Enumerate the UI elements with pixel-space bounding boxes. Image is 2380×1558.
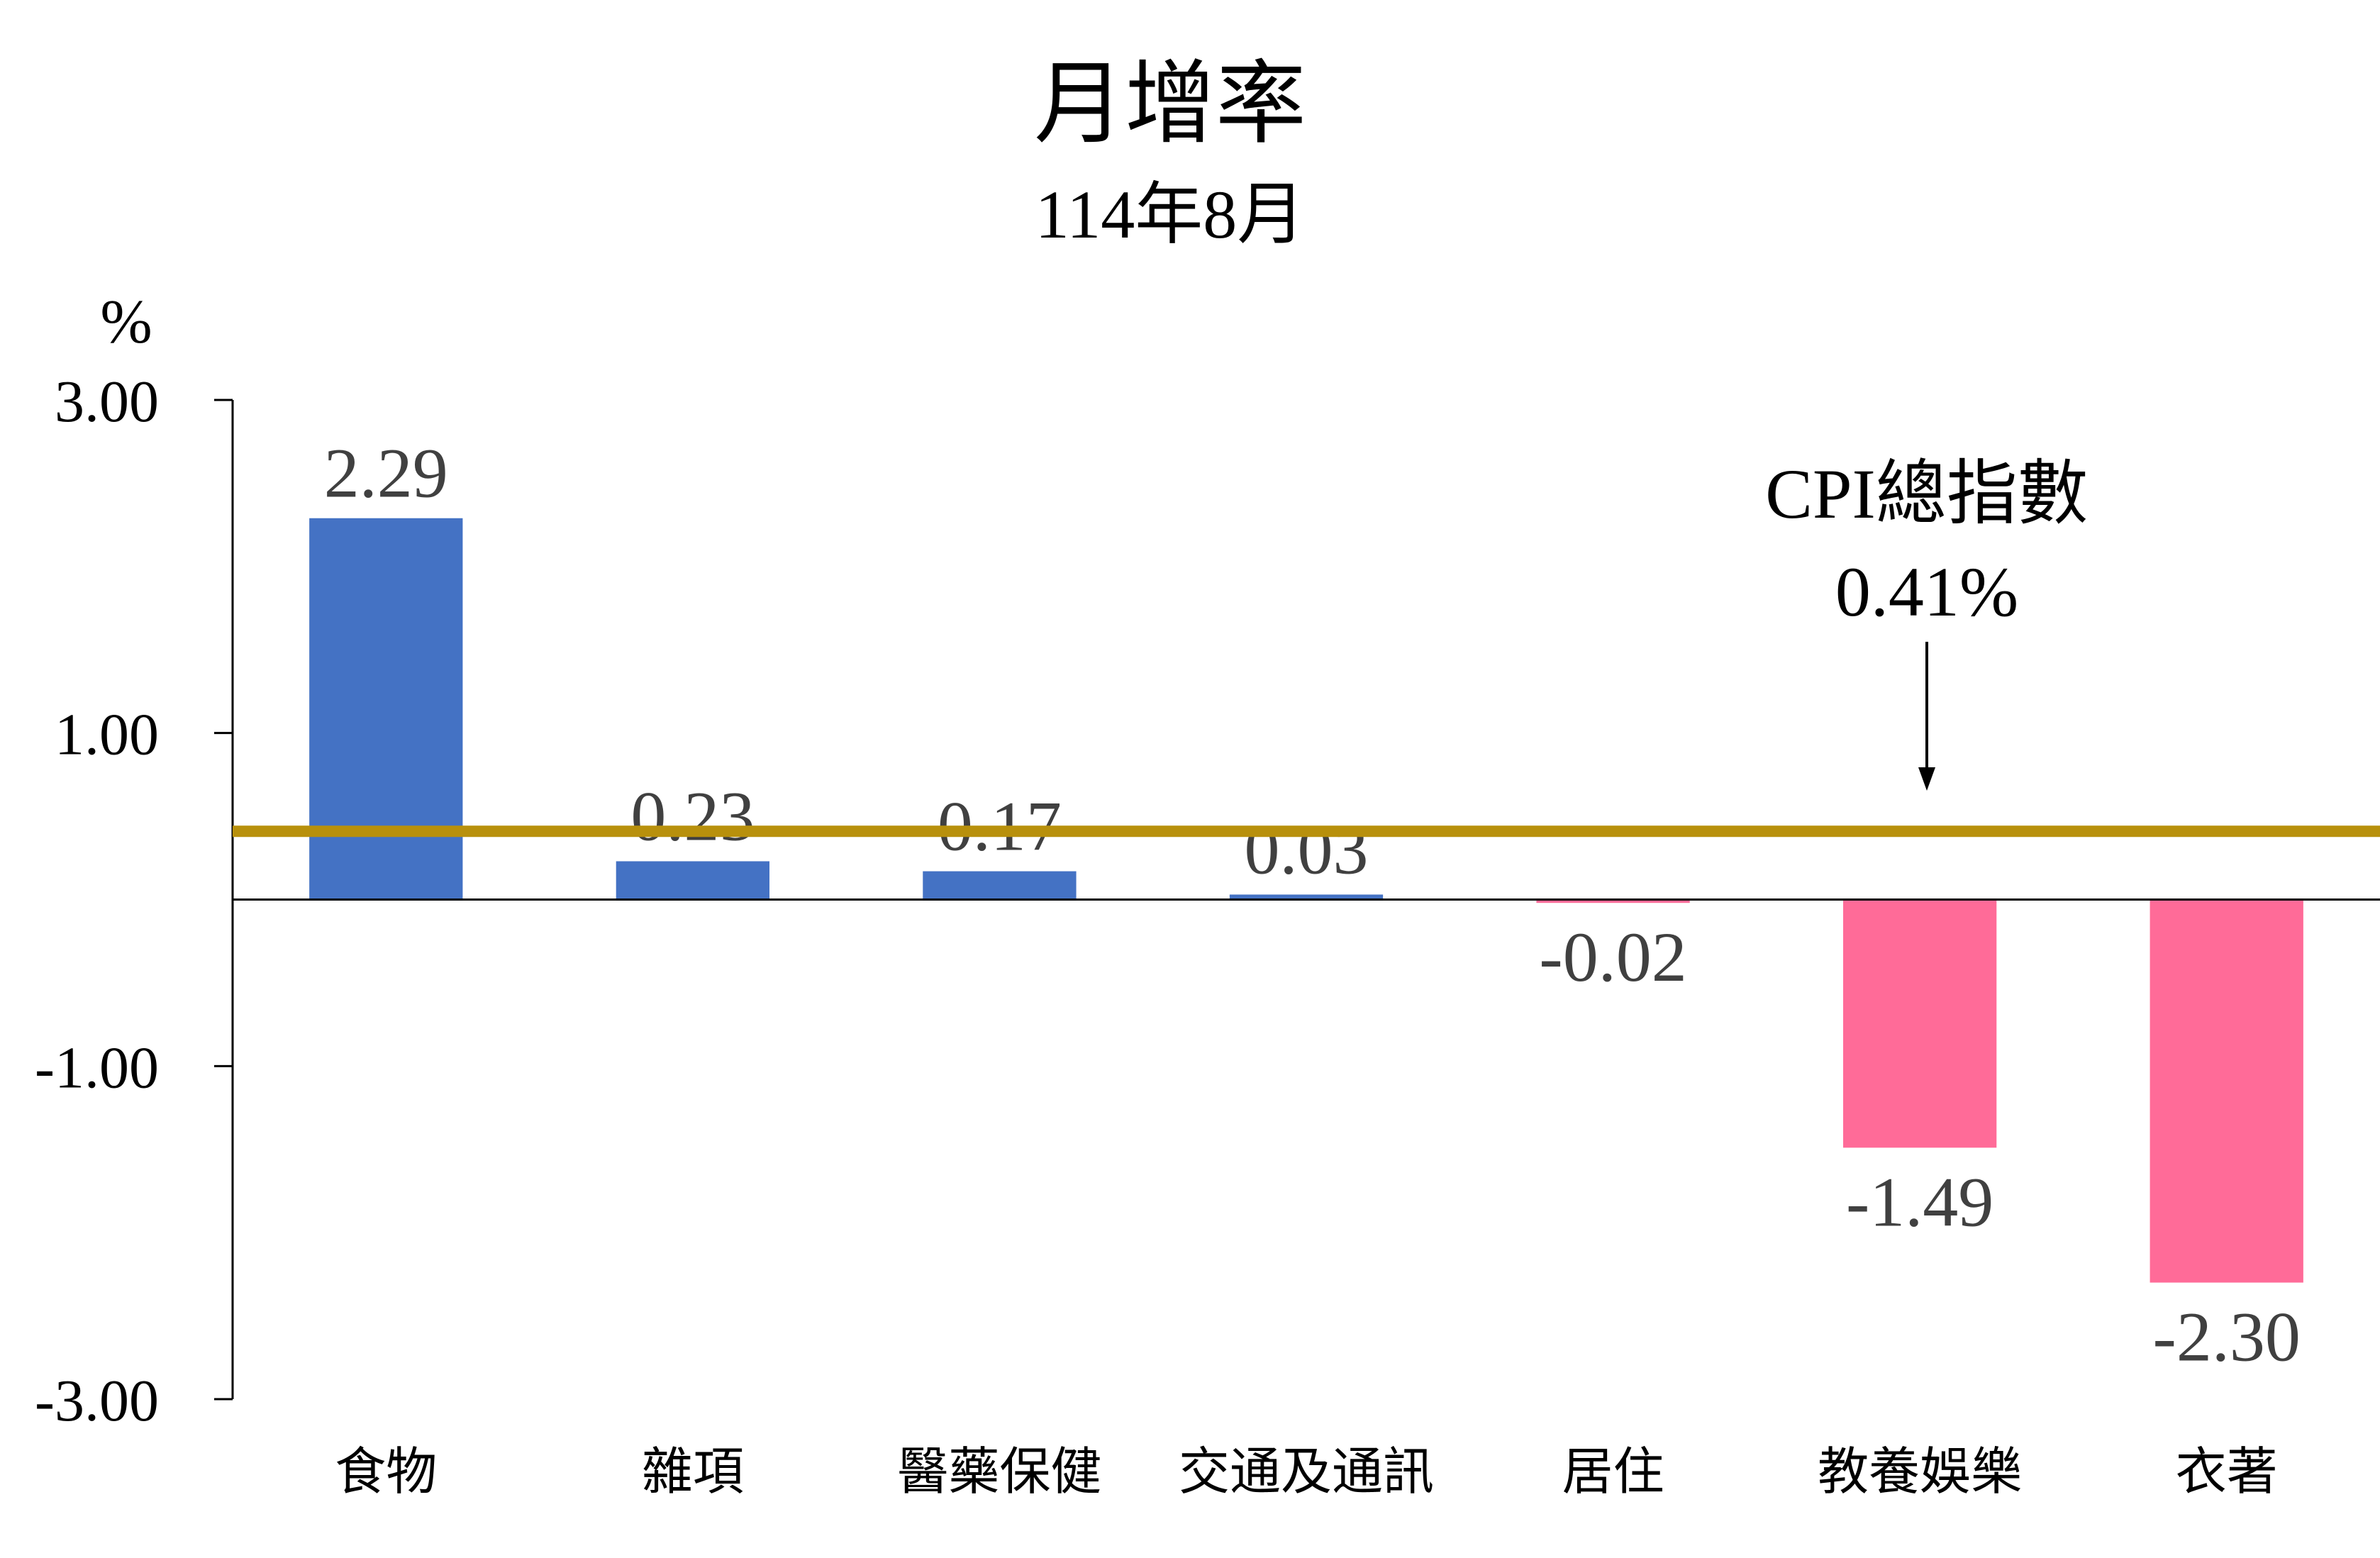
- y-tick-label: 3.00: [55, 369, 159, 435]
- bar: [616, 861, 769, 900]
- x-tick-label: 教養娛樂: [1818, 1444, 2022, 1501]
- y-tick-label: -3.00: [35, 1368, 159, 1434]
- data-label: -0.02: [1539, 918, 1686, 996]
- x-tick-label: 居住: [1562, 1444, 1664, 1501]
- bar: [2150, 899, 2303, 1283]
- bar: [309, 518, 463, 900]
- x-tick-label: 雜項: [642, 1444, 744, 1501]
- bar: [1229, 894, 1384, 900]
- data-label: 2.29: [324, 434, 448, 513]
- x-tick-label: 食物: [335, 1444, 437, 1501]
- y-axis-unit-label: %: [100, 288, 152, 357]
- bar: [1536, 899, 1690, 903]
- x-tick-label: 醫藥保健: [897, 1444, 1101, 1501]
- x-tick-label: 交通及通訊: [1179, 1444, 1434, 1501]
- data-label: 0.23: [630, 777, 755, 855]
- cpi-annotation-arrow-head: [1918, 767, 1935, 791]
- y-tick-label: 1.00: [55, 702, 159, 768]
- cpi-annotation-value: 0.41%: [1835, 552, 2018, 631]
- bar: [923, 871, 1077, 900]
- plot-area: 3.001.00-1.00-3.002.29食物0.23雜項0.17醫藥保健0.…: [35, 369, 2380, 1501]
- chart-subtitle: 114年8月: [1035, 177, 1305, 252]
- x-tick-label: 衣著: [2176, 1444, 2278, 1501]
- chart-title: 月增率: [1034, 54, 1306, 155]
- data-label: -2.30: [2153, 1298, 2301, 1376]
- data-label: 0.03: [1245, 810, 1369, 889]
- data-label: -1.49: [1846, 1162, 1993, 1241]
- cpi-annotation-label: CPI總指數: [1765, 455, 2089, 533]
- y-tick-label: -1.00: [35, 1035, 159, 1101]
- bar: [1843, 899, 1997, 1148]
